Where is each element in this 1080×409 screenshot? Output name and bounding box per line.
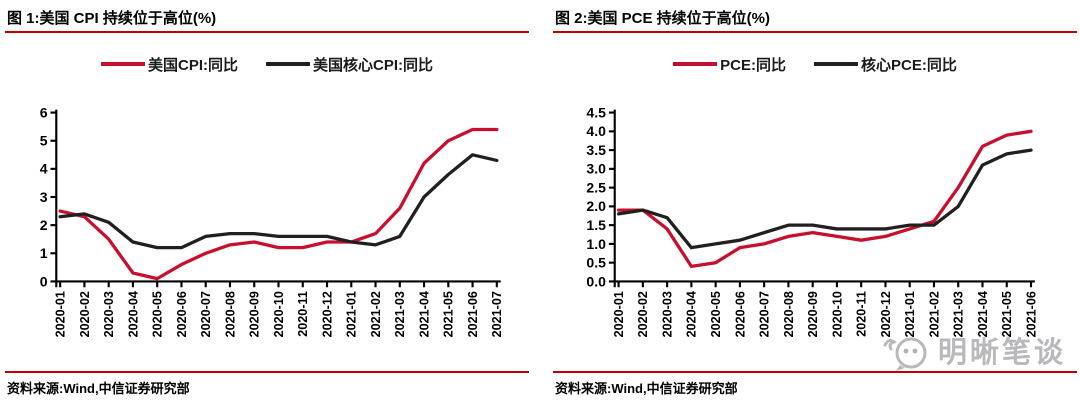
x-tick-label: 2020-07 [199,291,213,337]
x-tick-label: 2020-06 [175,291,189,337]
figure-title-cpi: 图 1:美国 CPI 持续位于高位(%) [5,9,529,33]
x-tick-label: 2020-04 [685,291,699,337]
panel-pce: 图 2:美国 PCE 持续位于高位(%) PCE:同比 核心PCE:同比 0.0… [540,0,1080,409]
figure-title-pce: 图 2:美国 PCE 持续位于高位(%) [553,9,1077,33]
y-tick-label: 0 [40,273,48,289]
legend-item-core-cpi: 美国核心CPI:同比 [266,54,433,75]
x-tick-label: 2020-02 [78,291,92,337]
x-tick-label: 2021-05 [442,291,456,337]
legend-label-pce: PCE:同比 [720,56,786,74]
source-divider-right [553,371,1077,373]
axes [50,109,501,288]
pce-line-chart: 0.0 0.5 1.0 1.5 2.0 2.5 3.0 3.5 4.0 4.5 2020-01 202… [586,104,1038,337]
legend-label-core-pce: 核心PCE:同比 [861,56,957,74]
legend-cpi: 美国CPI:同比 美国核心CPI:同比 [5,33,529,95]
legend-label-cpi: 美国CPI:同比 [147,56,238,74]
black-line-swatch-icon [266,62,310,66]
x-tick-label: 2020-02 [636,291,650,337]
x-tick-label: 2020-09 [248,291,262,337]
x-tick-label: 2020-12 [879,291,893,337]
x-tick-label: 2020-07 [758,291,772,337]
series-line-1 [616,148,1033,250]
source-divider-left [5,371,529,373]
cpi-line-chart: 0 1 2 3 4 5 6 2020-01 2020-02 2020-03 2020-04 2020-… [40,104,504,337]
x-tick-label: 2020-03 [102,291,116,337]
x-tick-label: 2021-03 [393,291,407,337]
y-tick-label: 6 [40,104,48,120]
x-tick-label: 2021-02 [927,291,941,337]
y-tick-label: 1.0 [586,236,606,252]
x-tick-label: 2020-08 [223,291,237,337]
red-line-swatch-icon [100,62,145,66]
y-tick-label: 1.5 [586,217,606,233]
x-tick-label: 2020-08 [782,291,796,337]
x-tick-label: 2020-12 [320,291,334,337]
y-tick-label: 4.5 [586,104,606,120]
x-tick-label: 2021-01 [903,291,917,337]
axes [608,109,1035,288]
x-tick-label: 2021-02 [369,291,383,337]
y-tick-label: 3.0 [586,161,606,177]
x-tick-label: 2021-04 [976,291,990,337]
x-tick-label: 2020-11 [855,291,869,337]
legend-pce: PCE:同比 核心PCE:同比 [553,33,1077,95]
x-tick-label: 2021-03 [952,291,966,337]
y-tick-label: 5 [40,133,48,149]
series-line-1 [58,153,499,250]
legend-label-core-cpi: 美国核心CPI:同比 [313,56,434,74]
y-tick-label: 0.0 [586,273,606,289]
y-tick-label: 3.5 [586,142,606,158]
legend-item-cpi: 美国CPI:同比 [100,54,238,75]
x-tick-label: 2020-10 [272,291,286,337]
black-line-swatch-icon [814,62,858,66]
legend-item-core-pce: 核心PCE:同比 [814,54,957,75]
legend-item-pce: PCE:同比 [673,54,786,75]
x-tick-label: 2021-01 [345,291,359,337]
y-tick-label: 1 [40,245,48,261]
y-tick-label: 2.0 [586,198,606,214]
x-tick-label: 2021-07 [490,291,504,337]
x-tick-label: 2021-06 [1024,291,1038,337]
x-tick-label: 2021-05 [1000,291,1014,337]
x-tick-label: 2020-04 [126,291,140,337]
y-tick-label: 3 [40,189,48,205]
series-line-0 [616,129,1033,269]
y-tick-label: 0.5 [586,255,606,271]
x-tick-label: 2020-10 [830,291,844,337]
y-tick-label: 4.0 [586,123,606,139]
source-text-left: 资料来源:Wind,中信证券研究部 [7,381,190,396]
y-tick-label: 2 [40,217,48,233]
x-tick-label: 2020-03 [660,291,674,337]
x-tick-label: 2020-06 [733,291,747,337]
x-tick-label: 2020-09 [806,291,820,337]
y-tick-label: 4 [40,161,48,177]
x-tick-label: 2020-05 [151,291,165,337]
y-tick-label: 2.5 [586,179,606,195]
x-tick-label: 2021-04 [417,291,431,337]
x-tick-label: 2020-01 [612,291,626,337]
x-tick-label: 2020-11 [296,291,310,337]
series-line-0 [58,127,499,281]
red-line-swatch-icon [673,62,718,66]
x-tick-label: 2021-06 [466,291,480,337]
panel-cpi: 图 1:美国 CPI 持续位于高位(%) 美国CPI:同比 美国核心CPI:同比… [5,9,529,396]
source-text-right: 资料来源:Wind,中信证券研究部 [555,381,738,396]
x-tick-label: 2020-01 [54,291,68,337]
x-tick-label: 2020-05 [709,291,723,337]
